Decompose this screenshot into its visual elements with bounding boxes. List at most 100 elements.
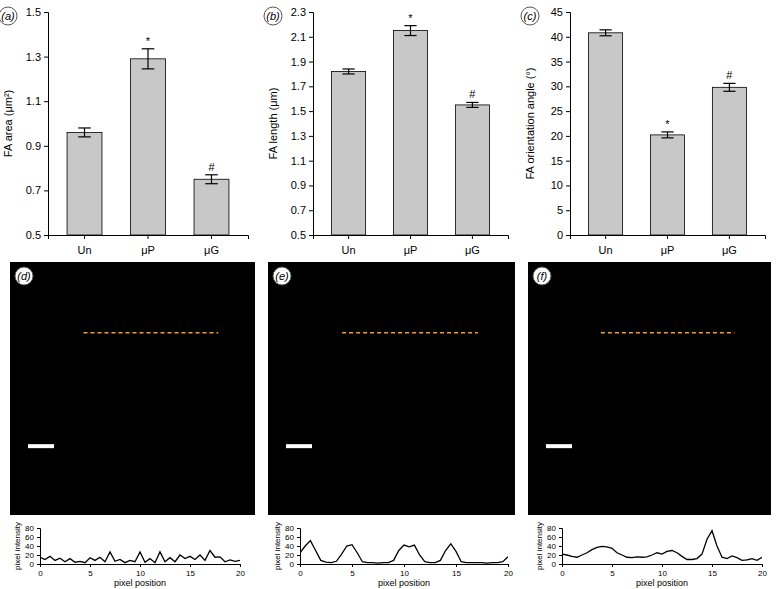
- x-tick-label: 5: [610, 569, 615, 578]
- y-tick: 0.9: [26, 140, 48, 152]
- y-tick: 1.1: [26, 95, 48, 107]
- x-tick-mark: [90, 564, 91, 567]
- y-tick: 2.3: [291, 6, 313, 18]
- x-tick-label: Un: [599, 244, 613, 256]
- y-tick-label: 0.9: [26, 140, 41, 152]
- error-bar-stem: [472, 102, 473, 107]
- y-tick-mark: [566, 235, 570, 236]
- y-tick-label: 40: [551, 31, 563, 43]
- error-bar: [205, 175, 218, 184]
- y-tick-mark: [566, 210, 570, 211]
- error-bar-cap: [78, 127, 91, 128]
- panel-label-badge: [521, 7, 539, 25]
- significance-marker: #: [469, 88, 476, 100]
- micrograph-image: [528, 262, 771, 515]
- error-bar-cap: [466, 102, 478, 103]
- error-bar: [466, 102, 478, 107]
- bar-chart: 0.50.70.91.11.31.5UnμPμGFA area (μm²)*#: [2, 6, 249, 256]
- y-tick-mark: [297, 564, 300, 565]
- x-tick-label: 10: [658, 569, 667, 578]
- panel-label-text: (f): [537, 270, 548, 282]
- y-tick-mark: [297, 555, 300, 556]
- y-tick-mark: [559, 546, 562, 547]
- y-axis: 051015202530354045: [551, 6, 571, 241]
- y-tick: 0.7: [291, 204, 313, 216]
- y-tick-mark: [44, 57, 48, 58]
- error-bar: [661, 132, 673, 138]
- bar: [650, 135, 684, 235]
- x-tick-mark: [729, 235, 730, 239]
- y-tick-mark: [309, 185, 313, 186]
- significance-marker: *: [665, 118, 670, 130]
- y-tick-mark: [566, 185, 570, 186]
- y-axis-title: pixel intensity: [273, 522, 282, 570]
- y-axis-title: pixel intensity: [535, 522, 544, 570]
- plot-marks: [332, 26, 490, 235]
- y-tick: 20: [25, 551, 40, 560]
- scale-bar: [28, 444, 54, 448]
- error-bar: [404, 26, 416, 36]
- y-tick-mark: [309, 235, 313, 236]
- x-tick: μP: [661, 235, 675, 256]
- y-axis-title: FA orientation angle (°): [524, 67, 536, 179]
- bar: [589, 33, 623, 235]
- x-tick: 20: [236, 564, 245, 578]
- y-axis-line: [297, 529, 301, 565]
- y-tick-label: 0: [552, 560, 557, 569]
- bar: [131, 59, 166, 235]
- y-tick-label: 80: [547, 524, 556, 533]
- x-tick: 5: [350, 564, 355, 578]
- error-bar-cap: [205, 174, 218, 175]
- plot-marks: [589, 30, 747, 235]
- x-tick-mark: [612, 564, 613, 567]
- error-bar-cap: [404, 35, 416, 36]
- y-tick-label: 10: [551, 179, 563, 191]
- y-tick-label: 80: [285, 524, 294, 533]
- y-tick-label: 20: [285, 551, 294, 560]
- y-tick-mark: [566, 62, 570, 63]
- x-tick: μG: [204, 235, 219, 256]
- x-tick-mark: [667, 235, 668, 239]
- line-chart: 02040608005101520pixel positionpixel int…: [13, 522, 245, 588]
- intensity-line: [562, 531, 762, 561]
- y-tick: 1.5: [26, 6, 48, 18]
- y-tick-label: 60: [547, 533, 556, 542]
- y-tick-label: 0: [290, 560, 295, 569]
- x-tick-mark: [140, 564, 141, 567]
- error-bar-stem: [348, 69, 349, 74]
- error-bar-cap: [599, 29, 611, 30]
- y-tick-mark: [566, 86, 570, 87]
- y-axis: 020406080: [547, 524, 562, 569]
- y-tick-label: 0.9: [291, 179, 306, 191]
- x-tick-mark: [562, 564, 563, 567]
- y-tick-label: 1.3: [291, 130, 306, 142]
- x-tick-label: 5: [350, 569, 355, 578]
- y-tick-label: 40: [285, 542, 294, 551]
- x-axis-line: [301, 565, 509, 568]
- y-tick-mark: [37, 546, 40, 547]
- y-tick: 0.5: [26, 229, 48, 241]
- x-axis-title: pixel position: [378, 578, 430, 588]
- y-axis-line: [566, 13, 571, 236]
- panel-label: (c): [521, 7, 539, 25]
- x-tick-label: 15: [452, 569, 461, 578]
- y-tick: 0.9: [291, 179, 313, 191]
- figure: 0.50.70.91.11.31.5UnμPμGFA area (μm²)*#(…: [0, 0, 779, 589]
- y-tick: 0: [557, 229, 570, 241]
- y-axis-line: [559, 529, 563, 565]
- panel-label-text: (a): [1, 10, 15, 22]
- y-tick-mark: [566, 37, 570, 38]
- error-bar-cap: [142, 48, 155, 49]
- y-tick: 60: [547, 533, 562, 542]
- y-tick-mark: [559, 555, 562, 556]
- error-bar-cap: [404, 25, 416, 26]
- panel-label-badge: [0, 7, 17, 25]
- y-tick-mark: [309, 37, 313, 38]
- plot-marks: [40, 551, 240, 563]
- x-tick: Un: [599, 235, 613, 256]
- y-tick-mark: [37, 564, 40, 565]
- scale-bar: [546, 444, 572, 448]
- x-tick: 0: [298, 564, 303, 578]
- y-tick: 2.1: [291, 31, 313, 43]
- y-tick-mark: [44, 235, 48, 236]
